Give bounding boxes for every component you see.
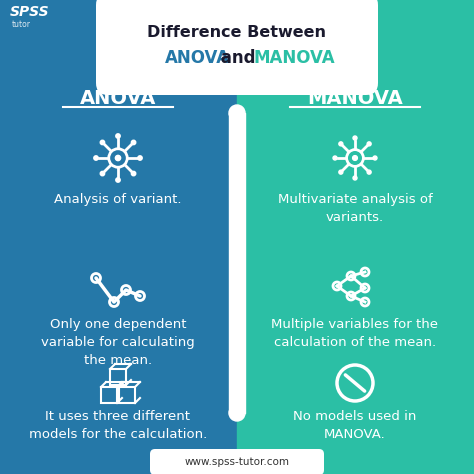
Circle shape — [116, 134, 120, 138]
Text: ANOVA: ANOVA — [80, 89, 156, 108]
Circle shape — [116, 178, 120, 182]
Text: Analysis of variant.: Analysis of variant. — [54, 193, 182, 206]
Text: Only one dependent
variable for calculating
the mean.: Only one dependent variable for calculat… — [41, 318, 195, 367]
Text: It uses three different
models for the calculation.: It uses three different models for the c… — [29, 410, 207, 441]
Circle shape — [367, 142, 371, 146]
Circle shape — [138, 156, 142, 160]
Circle shape — [353, 155, 357, 160]
Circle shape — [333, 156, 337, 160]
Text: Multivariate analysis of
variants.: Multivariate analysis of variants. — [278, 193, 432, 224]
Text: Multiple variables for the
calculation of the mean.: Multiple variables for the calculation o… — [272, 318, 438, 349]
Circle shape — [367, 170, 371, 174]
Circle shape — [100, 140, 105, 145]
Circle shape — [353, 136, 357, 140]
Text: www.spss-tutor.com: www.spss-tutor.com — [184, 457, 290, 467]
Circle shape — [115, 155, 121, 161]
Text: No models used in
MANOVA.: No models used in MANOVA. — [293, 410, 417, 441]
Circle shape — [339, 142, 343, 146]
Circle shape — [94, 156, 98, 160]
Text: and: and — [215, 49, 261, 67]
FancyBboxPatch shape — [96, 0, 378, 95]
Bar — [237, 0, 474, 474]
Text: MANOVA: MANOVA — [307, 89, 403, 108]
FancyBboxPatch shape — [150, 449, 324, 474]
Text: tutor: tutor — [12, 19, 31, 28]
Circle shape — [100, 172, 105, 176]
Text: MANOVA: MANOVA — [254, 49, 336, 67]
Bar — [0, 0, 237, 474]
Circle shape — [229, 405, 245, 421]
Text: SPSS: SPSS — [10, 5, 50, 19]
Circle shape — [353, 176, 357, 180]
Text: ANOVA: ANOVA — [165, 49, 230, 67]
Circle shape — [373, 156, 377, 160]
Text: Difference Between: Difference Between — [147, 25, 327, 39]
Circle shape — [229, 105, 245, 121]
Circle shape — [131, 140, 136, 145]
Circle shape — [131, 172, 136, 176]
Bar — [229, 113, 245, 413]
Circle shape — [339, 170, 343, 174]
